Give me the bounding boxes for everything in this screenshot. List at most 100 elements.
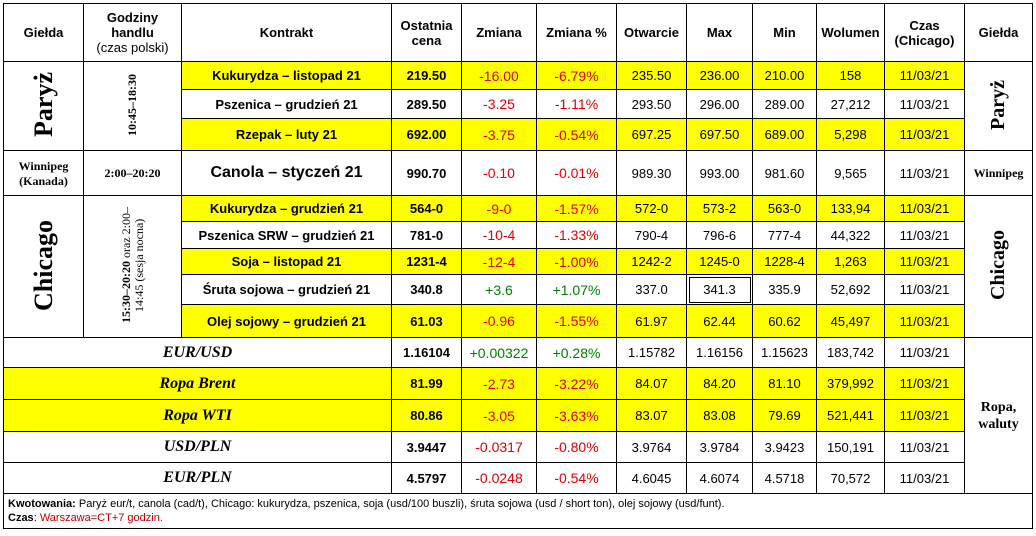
min: 60.62 <box>752 304 817 338</box>
open: 790-4 <box>616 221 687 249</box>
contract-name: Śruta sojowa – grudzień 21 <box>181 274 392 305</box>
min: 777-4 <box>752 221 817 249</box>
last-price: 80.86 <box>391 399 462 432</box>
exchange-winnipeg: Winnipeg (Kanada) <box>3 150 84 196</box>
table-row: Paryż 10:45–18:30 Kukurydza – listopad 2… <box>3 61 1033 151</box>
table-row: Śruta sojowa – grudzień 21 340.8 +3.6 +1… <box>4 274 1033 305</box>
max: 62.44 <box>686 304 753 338</box>
exchange-winnipeg-right: Winnipeg <box>964 150 1033 196</box>
time: 11/03/21 <box>884 248 965 275</box>
min: 79.69 <box>752 399 817 432</box>
change: -3.05 <box>461 399 537 432</box>
change-pct: -0.80% <box>536 431 617 463</box>
max: 3.9784 <box>686 431 753 463</box>
change: +3.6 <box>461 274 537 305</box>
hours-chicago-main: 15:30–20:20 <box>118 261 133 323</box>
volume: 70,572 <box>816 462 885 494</box>
contract-name: Kukurydza – listopad 21 <box>181 61 392 90</box>
footer-note: Kwotowania: Paryż eur/t, canola (cad/t),… <box>3 493 1033 529</box>
volume: 52,692 <box>816 274 885 305</box>
min: 81.10 <box>752 367 817 400</box>
open: 1.15782 <box>616 337 687 368</box>
table-row: Pszenica – grudzień 21 289.50 -3.25 -1.1… <box>4 89 1033 119</box>
volume: 521,441 <box>816 399 885 432</box>
hours-paris: 10:45–18:30 <box>83 61 182 151</box>
max: 1.16156 <box>686 337 753 368</box>
open: 293.50 <box>616 89 687 119</box>
min: 210.00 <box>752 61 817 90</box>
volume: 133,94 <box>816 195 885 222</box>
min: 3.9423 <box>752 431 817 463</box>
table-row: Pszenica SRW – grudzień 21 781-0 -10-4 -… <box>4 221 1033 249</box>
change: -0.96 <box>461 304 537 338</box>
open: 3.9764 <box>616 431 687 463</box>
header-wolumen: Wolumen <box>816 3 885 62</box>
contract-name: Canola – styczeń 21 <box>181 150 392 196</box>
change: -2.73 <box>461 367 537 400</box>
contract-name: USD/PLN <box>3 431 392 463</box>
volume: 150,191 <box>816 431 885 463</box>
change: -9-0 <box>461 195 537 222</box>
last-price: 340.8 <box>391 274 462 305</box>
change-pct: -3.63% <box>536 399 617 432</box>
change-pct: -1.11% <box>536 89 617 119</box>
table-row: Winnipeg (Kanada) 2:00–20:20 Canola – sty… <box>3 150 1033 196</box>
footer-kwotowania-label: Kwotowania: <box>8 498 76 510</box>
open: 572-0 <box>616 195 687 222</box>
change-pct: -1.33% <box>536 221 617 249</box>
change: +0.00322 <box>461 337 537 368</box>
change-pct: -1.00% <box>536 248 617 275</box>
table-row: Olej sojowy – grudzień 21 61.03 -0.96 -1… <box>4 304 1033 338</box>
contract-name: Kukurydza – grudzień 21 <box>181 195 392 222</box>
header-czas: Czas (Chicago) <box>884 3 965 62</box>
open: 1242-2 <box>616 248 687 275</box>
max: 1245-0 <box>686 248 753 275</box>
header-min: Min <box>752 3 817 62</box>
max: 697.50 <box>686 118 753 151</box>
change-pct: -1.57% <box>536 195 617 222</box>
max[interactable]: 341.3 <box>686 274 753 305</box>
min: 563-0 <box>752 195 817 222</box>
open: 61.97 <box>616 304 687 338</box>
time: 11/03/21 <box>884 337 965 368</box>
last-price: 781-0 <box>391 221 462 249</box>
time: 11/03/21 <box>884 61 965 90</box>
time: 11/03/21 <box>884 195 965 222</box>
last-price: 3.9447 <box>391 431 462 463</box>
open: 235.50 <box>616 61 687 90</box>
contract-name: Olej sojowy – grudzień 21 <box>181 304 392 338</box>
table-row: EUR/PLN 4.5797 -0.0248 -0.54% 4.6045 4.6… <box>3 462 1033 494</box>
change-pct: -6.79% <box>536 61 617 90</box>
change: -3.75 <box>461 118 537 151</box>
open: 84.07 <box>616 367 687 400</box>
footer-czas-label: Czas <box>8 512 34 524</box>
last-price: 1231-4 <box>391 248 462 275</box>
time: 11/03/21 <box>884 399 965 432</box>
change-pct: -3.22% <box>536 367 617 400</box>
max: 236.00 <box>686 61 753 90</box>
hours-chicago: 15:30–20:20 oraz 2:00–14:45 (sesja nocna… <box>83 195 182 338</box>
volume: 5,298 <box>816 118 885 151</box>
max: 296.00 <box>686 89 753 119</box>
last-price: 219.50 <box>391 61 462 90</box>
change: -12-4 <box>461 248 537 275</box>
volume: 1,263 <box>816 248 885 275</box>
min: 1228-4 <box>752 248 817 275</box>
last-price: 990.70 <box>391 150 462 196</box>
exchange-chicago: Chicago <box>3 195 84 338</box>
max: 4.6074 <box>686 462 753 494</box>
footer-czas-sep: : <box>33 512 40 524</box>
exchange-chicago-right: Chicago <box>964 195 1033 338</box>
last-price: 564-0 <box>391 195 462 222</box>
last-price: 692.00 <box>391 118 462 151</box>
contract-name: Pszenica – grudzień 21 <box>181 89 392 119</box>
table-row: Chicago 15:30–20:20 oraz 2:00–14:45 (ses… <box>3 195 1033 338</box>
header-max: Max <box>686 3 753 62</box>
change: -3.25 <box>461 89 537 119</box>
table-row: Ropa Brent 81.99 -2.73 -3.22% 84.07 84.2… <box>3 367 1033 400</box>
max: 84.20 <box>686 367 753 400</box>
header-gielda-right: Giełda <box>964 3 1033 62</box>
volume: 45,497 <box>816 304 885 338</box>
contract-name: Ropa Brent <box>3 367 392 400</box>
open: 4.6045 <box>616 462 687 494</box>
